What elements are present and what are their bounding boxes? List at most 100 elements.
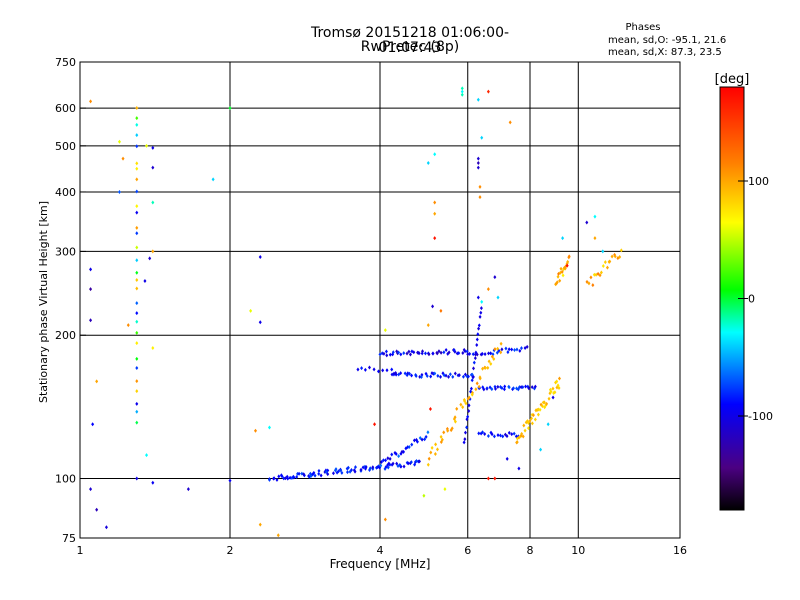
y-tick-label: 75 (62, 532, 76, 545)
echo-point (504, 346, 508, 351)
echo-point (451, 374, 455, 379)
echo-point (390, 367, 394, 372)
echo-point (135, 177, 139, 182)
echo-point (613, 254, 617, 259)
echo-point (117, 139, 121, 144)
echo-point (135, 166, 139, 171)
echo-point (467, 395, 471, 400)
echo-point (489, 351, 493, 356)
echo-point (412, 350, 416, 355)
echo-point (482, 387, 486, 392)
echo-point (475, 337, 479, 342)
echo-point (135, 389, 139, 394)
colorbar-tick-label: -100 (748, 410, 773, 423)
echo-point (486, 89, 490, 94)
echo-point (442, 373, 446, 378)
phase-stats-x: mean, sd,X: 87.3, 23.5 (608, 47, 722, 58)
echo-point (480, 351, 484, 356)
echo-point (499, 350, 503, 355)
echo-point (426, 430, 430, 435)
echo-point (431, 351, 435, 356)
echo-point (391, 350, 395, 355)
echo-point (619, 248, 623, 253)
echo-point (560, 269, 564, 274)
phase-stats-o: mean, sd,O: -95.1, 21.6 (608, 35, 727, 46)
echo-point (559, 266, 563, 271)
echo-point (440, 437, 444, 442)
echo-point (476, 161, 480, 166)
echo-point (151, 165, 155, 170)
echo-point (464, 401, 468, 406)
echo-point (135, 210, 139, 215)
echo-point (446, 428, 450, 433)
echo-point (493, 476, 497, 481)
echo-point (444, 347, 448, 352)
echo-point (276, 533, 280, 538)
echo-point (476, 97, 480, 102)
echo-point (593, 236, 597, 241)
echo-point (460, 92, 464, 97)
echo-point (407, 371, 411, 376)
echo-point (371, 465, 375, 470)
echo-point (479, 306, 483, 311)
echo-point (151, 480, 155, 485)
colorbar-tick-label: 0 (748, 293, 755, 306)
echo-point (433, 200, 437, 205)
echo-point (558, 278, 562, 283)
echo-point (435, 447, 439, 452)
echo-point (561, 236, 565, 241)
echo-point (467, 403, 471, 408)
echo-point (555, 379, 559, 384)
echo-point (556, 274, 560, 279)
echo-point (417, 351, 421, 356)
echo-point (508, 120, 512, 125)
echo-point (467, 408, 471, 413)
x-tick-label: 6 (464, 544, 471, 557)
echo-point (530, 385, 534, 390)
echo-point (89, 287, 93, 292)
echo-point (135, 122, 139, 127)
echo-point (488, 385, 492, 390)
phase-stats-heading: Phases (625, 22, 661, 33)
echo-point (292, 475, 296, 480)
echo-point (385, 368, 389, 373)
echo-point (479, 310, 483, 315)
echo-point (471, 375, 475, 380)
echo-point (493, 386, 497, 391)
echo-point (135, 420, 139, 425)
echo-point (500, 347, 504, 352)
echo-point (545, 401, 549, 406)
echo-point (297, 471, 301, 476)
echo-point (466, 374, 470, 379)
echo-point (519, 385, 523, 390)
y-tick-label: 200 (55, 329, 76, 342)
echo-point (461, 405, 465, 410)
echo-point (317, 471, 321, 476)
x-tick-label: 10 (571, 544, 585, 557)
echo-point (593, 214, 597, 219)
echo-point (463, 437, 467, 442)
echo-point (414, 458, 418, 463)
colorbar-tick-label: 100 (748, 175, 769, 188)
echo-point (486, 287, 490, 292)
echo-point (360, 366, 364, 371)
echo-point (513, 348, 517, 353)
echo-point (481, 430, 485, 435)
echo-point (135, 356, 139, 361)
echo-point (473, 356, 477, 361)
echo-point (442, 430, 446, 435)
echo-point (547, 396, 551, 401)
echo-point (135, 278, 139, 283)
echo-point (471, 352, 475, 357)
echo-point (135, 365, 139, 370)
echo-point (463, 349, 467, 354)
echo-point (517, 385, 521, 390)
echo-point (510, 432, 514, 437)
echo-point (450, 426, 454, 431)
echo-point (388, 456, 392, 461)
echo-point (477, 323, 481, 328)
echo-point (487, 351, 491, 356)
echo-point (466, 352, 470, 357)
echo-point (459, 402, 463, 407)
echo-point (258, 522, 262, 527)
